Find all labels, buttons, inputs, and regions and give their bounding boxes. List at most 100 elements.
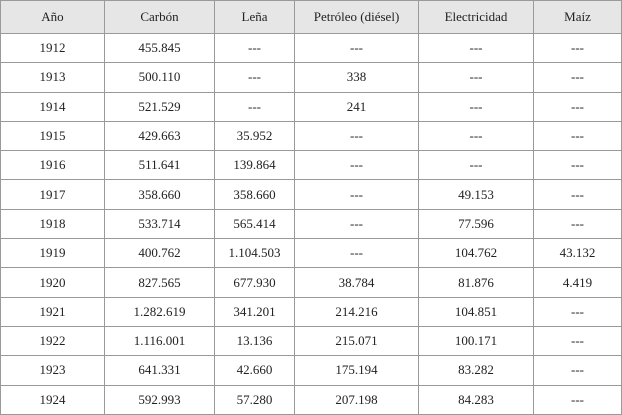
table-cell: 1917 xyxy=(0,179,105,210)
header-cell: Electricidad xyxy=(418,0,534,34)
table-cell: 511.641 xyxy=(104,150,215,181)
table-cell: 338 xyxy=(294,62,419,93)
table-cell: 1920 xyxy=(0,267,105,298)
table-cell: 1.104.503 xyxy=(214,238,295,269)
table-cell: 641.331 xyxy=(104,355,215,386)
table-cell: 57.280 xyxy=(214,384,295,415)
table-cell: 358.660 xyxy=(104,179,215,210)
table-cell: --- xyxy=(533,120,622,152)
table-row: 1917 358.660 358.660 --- 49.153 --- xyxy=(0,179,622,210)
table-cell: 43.132 xyxy=(533,238,622,269)
table-cell: 100.171 xyxy=(418,325,534,357)
table-cell: --- xyxy=(418,62,534,93)
table-body: 1912 455.845 --- --- --- --- 1913 500.110 --- 338… xyxy=(0,32,622,415)
table-row: 1919 400.762 1.104.503 --- 104.762 43.132 xyxy=(0,238,622,269)
table-row: 1916 511.641 139.864 --- --- --- xyxy=(0,150,622,181)
table-cell: 1922 xyxy=(0,325,105,357)
table-cell: 215.071 xyxy=(294,325,419,357)
table-cell: 1918 xyxy=(0,208,105,240)
table-cell: 42.660 xyxy=(214,355,295,386)
table-row: 1920 827.565 677.930 38.784 81.876 4.419 xyxy=(0,267,622,298)
table-cell: 1914 xyxy=(0,91,105,122)
table-cell: 1913 xyxy=(0,62,105,93)
table-cell: --- xyxy=(533,32,622,64)
table-row: 1913 500.110 --- 338 --- --- xyxy=(0,62,622,93)
table-cell: --- xyxy=(294,238,419,269)
table-cell: --- xyxy=(294,32,419,64)
table-cell: --- xyxy=(294,150,419,181)
table-cell: --- xyxy=(294,120,419,152)
table-cell: 533.714 xyxy=(104,208,215,240)
table-cell: 1912 xyxy=(0,32,105,64)
table-cell: --- xyxy=(418,120,534,152)
table-cell: 455.845 xyxy=(104,32,215,64)
table-cell: --- xyxy=(533,91,622,122)
table-cell: 1915 xyxy=(0,120,105,152)
table-cell: --- xyxy=(533,62,622,93)
table-cell: 1924 xyxy=(0,384,105,415)
table-cell: --- xyxy=(533,179,622,210)
table-cell: --- xyxy=(533,355,622,386)
table-cell: 358.660 xyxy=(214,179,295,210)
table-cell: 677.930 xyxy=(214,267,295,298)
header-cell: Maíz xyxy=(533,0,622,34)
table-cell: 400.762 xyxy=(104,238,215,269)
table-cell: 83.282 xyxy=(418,355,534,386)
table-cell: --- xyxy=(533,208,622,240)
table-cell: 341.201 xyxy=(214,296,295,327)
table-row: 1923 641.331 42.660 175.194 83.282 --- xyxy=(0,355,622,386)
table-cell: --- xyxy=(294,208,419,240)
table-row: 1922 1.116.001 13.136 215.071 100.171 --- xyxy=(0,325,622,357)
table-row: 1912 455.845 --- --- --- --- xyxy=(0,32,622,64)
table-cell: --- xyxy=(533,325,622,357)
table-cell: --- xyxy=(294,179,419,210)
header-cell: Leña xyxy=(214,0,295,34)
table-cell: --- xyxy=(214,91,295,122)
table-cell: 38.784 xyxy=(294,267,419,298)
table-cell: 241 xyxy=(294,91,419,122)
table-cell: --- xyxy=(214,62,295,93)
table-cell: 104.762 xyxy=(418,238,534,269)
table-cell: 827.565 xyxy=(104,267,215,298)
table-cell: --- xyxy=(418,150,534,181)
table-cell: 214.216 xyxy=(294,296,419,327)
table-row: 1914 521.529 --- 241 --- --- xyxy=(0,91,622,122)
table-cell: 81.876 xyxy=(418,267,534,298)
table-row: 1918 533.714 565.414 --- 77.596 --- xyxy=(0,208,622,240)
table-cell: 521.529 xyxy=(104,91,215,122)
table-cell: 104.851 xyxy=(418,296,534,327)
table-cell: 1916 xyxy=(0,150,105,181)
header-cell: Carbón xyxy=(104,0,215,34)
table-cell: 429.663 xyxy=(104,120,215,152)
table-cell: 139.864 xyxy=(214,150,295,181)
table-cell: 1923 xyxy=(0,355,105,386)
header-row: Año Carbón Leña Petróleo (diésel) Electricid… xyxy=(0,0,622,34)
table-row: 1921 1.282.619 341.201 214.216 104.851 --- xyxy=(0,296,622,327)
table-cell: 13.136 xyxy=(214,325,295,357)
table-cell: 1919 xyxy=(0,238,105,269)
table-row: 1915 429.663 35.952 --- --- --- xyxy=(0,120,622,152)
table-row: 1924 592.993 57.280 207.198 84.283 --- xyxy=(0,384,622,415)
table-cell: 4.419 xyxy=(533,267,622,298)
table-cell: 1921 xyxy=(0,296,105,327)
table-cell: --- xyxy=(418,32,534,64)
table-cell: --- xyxy=(533,296,622,327)
table-cell: 84.283 xyxy=(418,384,534,415)
table-cell: 175.194 xyxy=(294,355,419,386)
table-cell: 77.596 xyxy=(418,208,534,240)
table-cell: --- xyxy=(418,91,534,122)
header-cell: Año xyxy=(0,0,105,34)
table-cell: --- xyxy=(533,150,622,181)
table-cell: --- xyxy=(533,384,622,415)
table-cell: 565.414 xyxy=(214,208,295,240)
header-cell: Petróleo (diésel) xyxy=(294,0,419,34)
table-cell: 500.110 xyxy=(104,62,215,93)
table-cell: --- xyxy=(214,32,295,64)
table-cell: 49.153 xyxy=(418,179,534,210)
table-cell: 207.198 xyxy=(294,384,419,415)
table-cell: 592.993 xyxy=(104,384,215,415)
table-cell: 1.116.001 xyxy=(104,325,215,357)
table-cell: 35.952 xyxy=(214,120,295,152)
